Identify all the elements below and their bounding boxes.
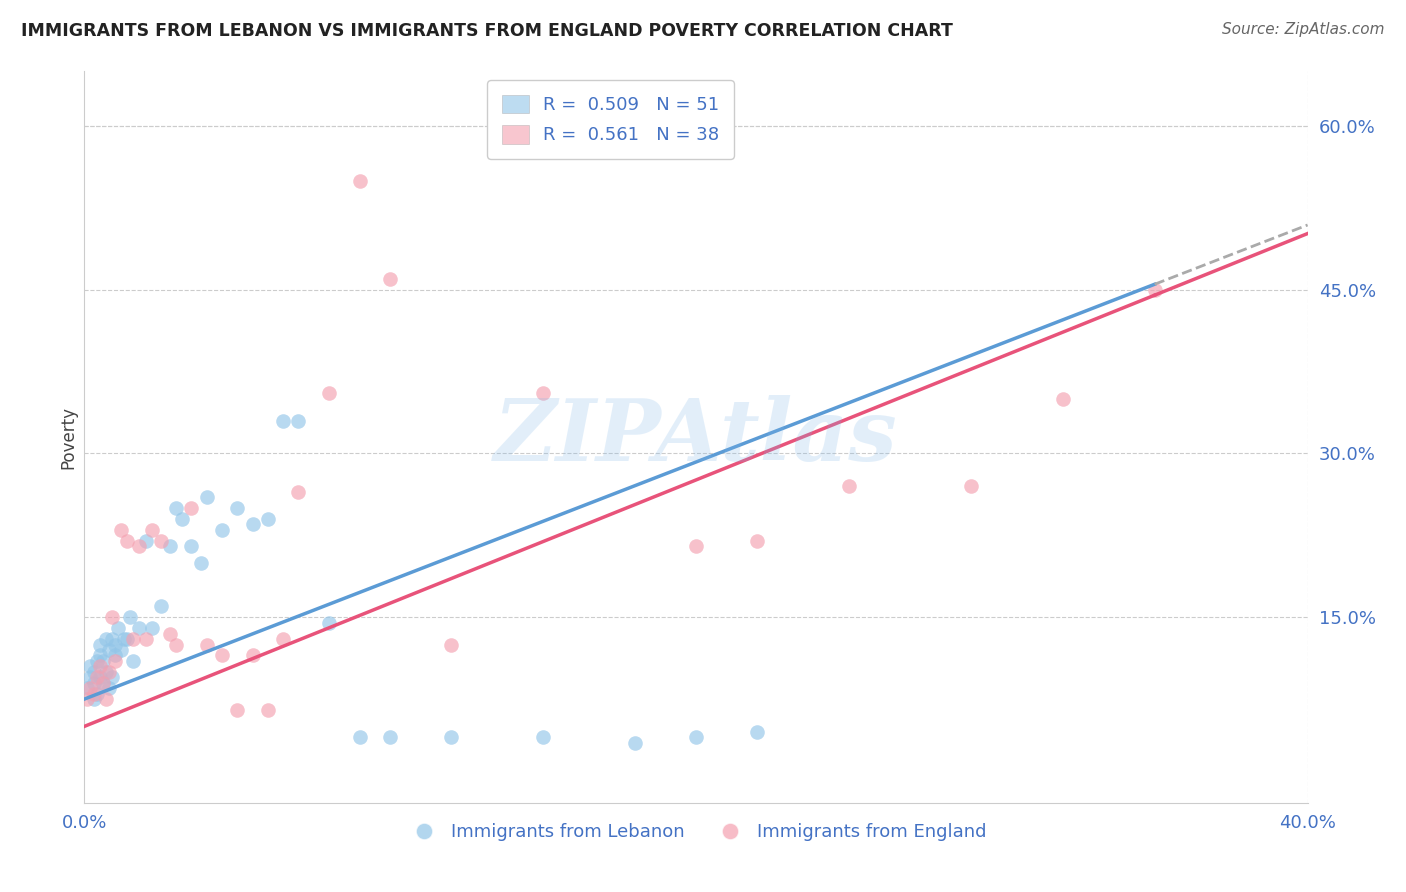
Point xyxy=(97,681,120,695)
Point xyxy=(97,643,120,657)
Text: IMMIGRANTS FROM LEBANON VS IMMIGRANTS FROM ENGLAND POVERTY CORRELATION CHART: IMMIGRANTS FROM LEBANON VS IMMIGRANTS FR… xyxy=(21,22,953,40)
Point xyxy=(1143,283,1166,297)
Point xyxy=(180,539,202,553)
Point xyxy=(76,692,98,706)
Point xyxy=(135,632,157,646)
Point xyxy=(380,272,402,286)
Point xyxy=(83,665,105,679)
Point xyxy=(83,692,105,706)
Point xyxy=(257,512,280,526)
Text: Source: ZipAtlas.com: Source: ZipAtlas.com xyxy=(1222,22,1385,37)
Point xyxy=(79,659,101,673)
Point xyxy=(195,490,218,504)
Point xyxy=(128,621,150,635)
Point xyxy=(94,692,117,706)
Point xyxy=(86,670,108,684)
Point xyxy=(211,523,233,537)
Point xyxy=(149,533,172,548)
Point xyxy=(135,533,157,548)
Point xyxy=(287,484,309,499)
Point xyxy=(440,638,463,652)
Point xyxy=(838,479,860,493)
Y-axis label: Poverty: Poverty xyxy=(59,406,77,468)
Point xyxy=(141,621,163,635)
Point xyxy=(685,731,707,745)
Point xyxy=(94,665,117,679)
Point xyxy=(242,517,264,532)
Point xyxy=(165,501,187,516)
Point xyxy=(104,654,127,668)
Point xyxy=(440,731,463,745)
Point xyxy=(531,731,554,745)
Point xyxy=(120,610,142,624)
Point xyxy=(190,556,212,570)
Point xyxy=(115,632,138,646)
Point xyxy=(94,632,117,646)
Point xyxy=(165,638,187,652)
Point xyxy=(104,648,127,663)
Point xyxy=(122,654,145,668)
Point xyxy=(685,539,707,553)
Point xyxy=(91,675,114,690)
Point xyxy=(211,648,233,663)
Point xyxy=(107,621,129,635)
Point xyxy=(318,386,340,401)
Point xyxy=(83,675,105,690)
Point xyxy=(110,643,132,657)
Point xyxy=(89,659,111,673)
Point xyxy=(318,615,340,630)
Point xyxy=(271,632,294,646)
Point xyxy=(257,703,280,717)
Point xyxy=(349,173,371,187)
Point xyxy=(86,687,108,701)
Point xyxy=(91,654,114,668)
Point xyxy=(172,512,194,526)
Point xyxy=(349,731,371,745)
Point xyxy=(91,675,114,690)
Point xyxy=(83,687,105,701)
Point xyxy=(195,638,218,652)
Point xyxy=(242,648,264,663)
Point xyxy=(115,533,138,548)
Point xyxy=(141,523,163,537)
Point xyxy=(101,670,124,684)
Point xyxy=(747,533,769,548)
Point xyxy=(97,665,120,679)
Point xyxy=(101,610,124,624)
Point xyxy=(79,681,101,695)
Legend: Immigrants from Lebanon, Immigrants from England: Immigrants from Lebanon, Immigrants from… xyxy=(398,816,994,848)
Point xyxy=(159,539,181,553)
Point xyxy=(531,386,554,401)
Point xyxy=(86,654,108,668)
Point xyxy=(112,632,135,646)
Text: ZIPAtlas: ZIPAtlas xyxy=(494,395,898,479)
Point xyxy=(159,626,181,640)
Point xyxy=(271,414,294,428)
Point xyxy=(180,501,202,516)
Point xyxy=(104,638,127,652)
Point xyxy=(1052,392,1074,406)
Point xyxy=(79,670,101,684)
Point xyxy=(149,599,172,614)
Point xyxy=(89,638,111,652)
Point xyxy=(122,632,145,646)
Point xyxy=(960,479,983,493)
Point xyxy=(110,523,132,537)
Point xyxy=(624,736,647,750)
Point xyxy=(89,670,111,684)
Point xyxy=(89,648,111,663)
Point xyxy=(287,414,309,428)
Point xyxy=(226,703,249,717)
Point xyxy=(128,539,150,553)
Point xyxy=(380,731,402,745)
Point xyxy=(76,681,98,695)
Point xyxy=(101,632,124,646)
Point xyxy=(226,501,249,516)
Point xyxy=(747,724,769,739)
